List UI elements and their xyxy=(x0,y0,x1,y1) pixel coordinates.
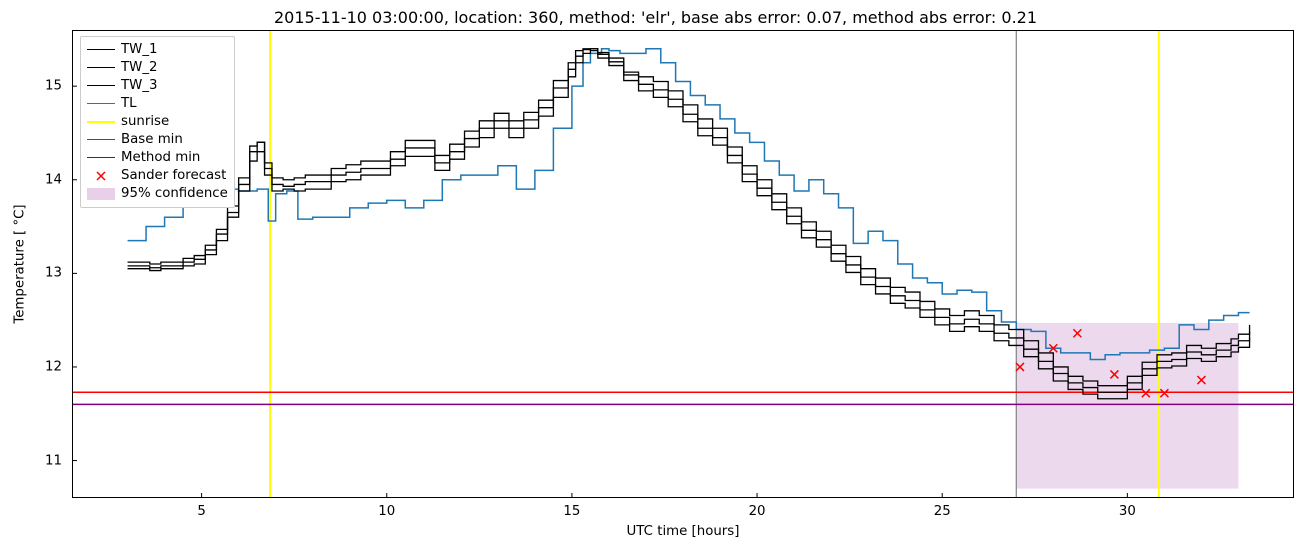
y-tick: 15 xyxy=(45,79,62,94)
legend-item: 95% confidence xyxy=(87,185,228,203)
legend-label: TW_1 xyxy=(121,41,157,59)
legend-label: Sander forecast xyxy=(121,167,226,185)
chart-container: 2015-11-10 03:00:00, location: 360, meth… xyxy=(0,0,1311,547)
x-tick: 5 xyxy=(197,504,205,519)
legend-label: TL xyxy=(121,95,137,113)
legend-label: sunrise xyxy=(121,113,169,131)
legend-label: TW_2 xyxy=(121,59,157,77)
legend-swatch xyxy=(87,115,115,129)
legend-swatch xyxy=(87,61,115,75)
legend-swatch xyxy=(87,133,115,147)
plot-svg xyxy=(72,30,1294,498)
legend-swatch xyxy=(87,79,115,93)
legend-swatch xyxy=(87,169,115,183)
y-tick: 12 xyxy=(45,359,62,374)
y-tick: 14 xyxy=(45,172,62,187)
legend-label: TW_3 xyxy=(121,77,157,95)
legend-item: TW_3 xyxy=(87,77,228,95)
legend-item: Sander forecast xyxy=(87,167,228,185)
legend-item: sunrise xyxy=(87,113,228,131)
legend-label: 95% confidence xyxy=(121,185,228,203)
y-tick: 11 xyxy=(45,453,62,468)
x-tick: 20 xyxy=(749,504,766,519)
plot-area: TW_1TW_2TW_3TLsunriseBase minMethod minS… xyxy=(72,30,1294,498)
chart-title: 2015-11-10 03:00:00, location: 360, meth… xyxy=(0,8,1311,27)
x-tick: 10 xyxy=(378,504,395,519)
x-tick: 30 xyxy=(1119,504,1136,519)
legend-item: Base min xyxy=(87,131,228,149)
legend-label: Base min xyxy=(121,131,183,149)
legend-swatch xyxy=(87,97,115,111)
legend-swatch xyxy=(87,187,115,201)
legend-item: Method min xyxy=(87,149,228,167)
y-axis-label: Temperature [ °C] xyxy=(13,204,28,323)
x-axis-label: UTC time [hours] xyxy=(627,524,740,539)
legend-label: Method min xyxy=(121,149,200,167)
series-TL xyxy=(128,49,1250,360)
legend-item: TW_1 xyxy=(87,41,228,59)
x-tick: 25 xyxy=(934,504,951,519)
legend-swatch xyxy=(87,151,115,165)
legend-item: TW_2 xyxy=(87,59,228,77)
legend: TW_1TW_2TW_3TLsunriseBase minMethod minS… xyxy=(80,36,235,208)
legend-swatch xyxy=(87,43,115,57)
legend-item: TL xyxy=(87,95,228,113)
y-tick: 13 xyxy=(45,266,62,281)
x-tick: 15 xyxy=(563,504,580,519)
